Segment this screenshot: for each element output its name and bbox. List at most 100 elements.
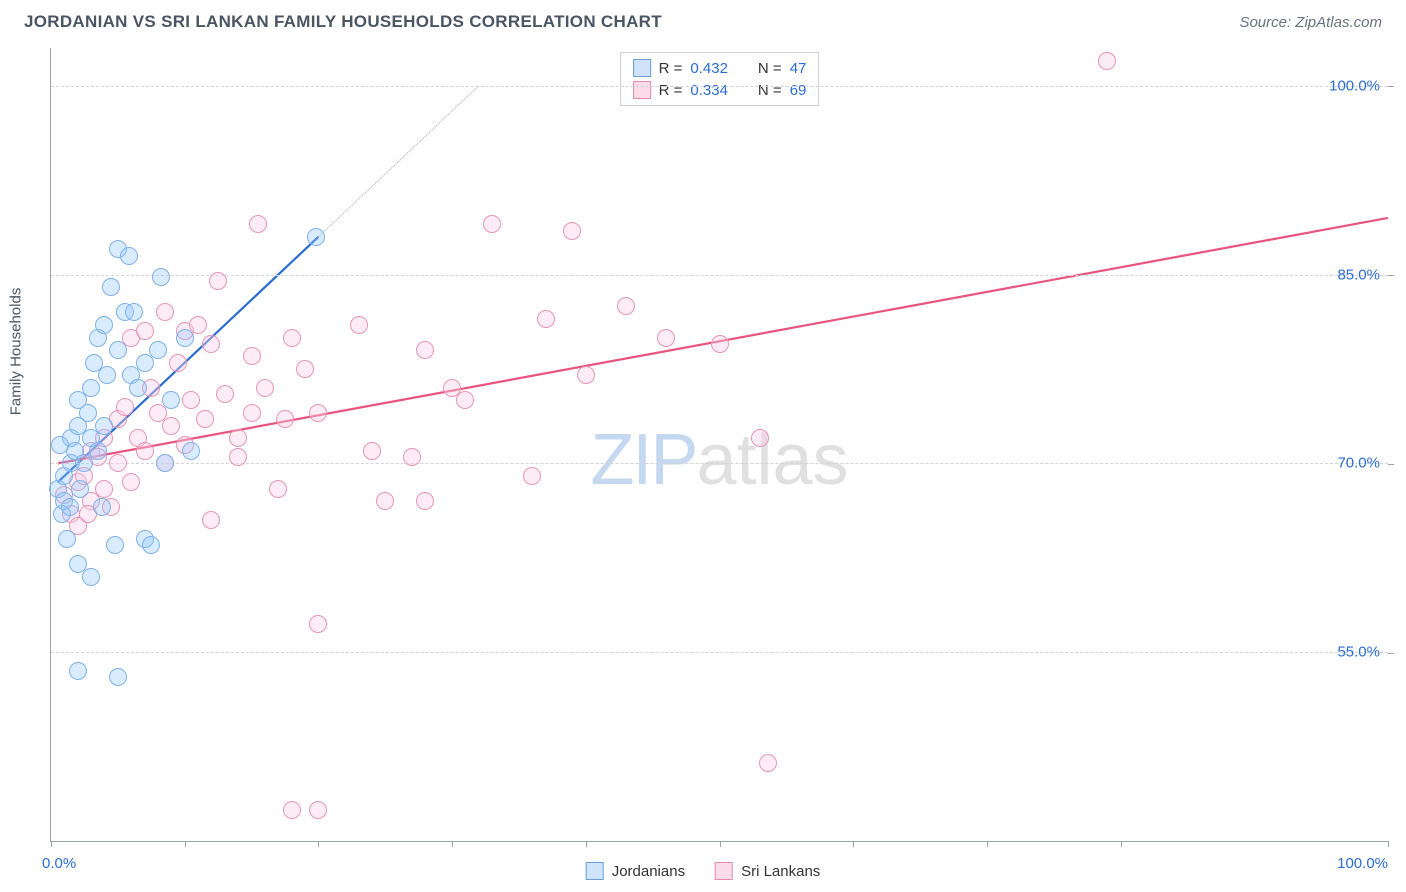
data-point [51,436,69,454]
data-point [196,410,214,428]
stat-r-label: R = [659,82,683,99]
data-point [142,536,160,554]
data-point [136,442,154,460]
x-tick [720,841,721,847]
data-point [577,366,595,384]
legend-swatch [633,59,651,77]
plot-area: ZIPatlas R = 0.432N = 47R = 0.334N = 69 … [50,48,1388,842]
chart-header: JORDANIAN VS SRI LANKAN FAMILY HOUSEHOLD… [0,0,1406,40]
data-point [169,354,187,372]
data-point [156,454,174,472]
data-point [209,272,227,290]
data-point [69,662,87,680]
data-point [256,379,274,397]
x-tick [185,841,186,847]
data-point [202,335,220,353]
data-point [483,215,501,233]
stat-r-value: 0.432 [690,60,728,77]
data-point [307,228,325,246]
data-point [129,379,147,397]
y-tick-label: 55.0% [1337,644,1380,661]
legend-item: Sri Lankans [715,862,820,880]
data-point [456,391,474,409]
y-tick-label: 100.0% [1329,77,1380,94]
data-point [116,398,134,416]
x-tick [318,841,319,847]
data-point [309,801,327,819]
legend-label: Jordanians [612,863,685,880]
legend-label: Sri Lankans [741,863,820,880]
data-point [350,316,368,334]
stat-n-label: N = [758,60,782,77]
data-point [283,801,301,819]
data-point [202,511,220,529]
stat-n-value: 69 [790,82,807,99]
data-point [563,222,581,240]
y-axis-title: Family Households [8,288,25,416]
trend-line-jordanians-ext [318,86,478,237]
data-point [296,360,314,378]
watermark: ZIPatlas [590,419,848,501]
data-point [122,473,140,491]
data-point [309,404,327,422]
data-point [537,310,555,328]
stat-r-label: R = [659,60,683,77]
stat-n-label: N = [758,82,782,99]
y-tick-mark [1388,86,1394,87]
y-tick-mark [1388,275,1394,276]
data-point [149,341,167,359]
data-point [82,379,100,397]
data-point [95,417,113,435]
data-point [249,215,267,233]
data-point [182,442,200,460]
data-point [125,303,143,321]
data-point [376,492,394,510]
data-point [269,480,287,498]
data-point [309,615,327,633]
data-point [283,329,301,347]
y-tick-label: 70.0% [1337,455,1380,472]
data-point [95,480,113,498]
data-point [176,329,194,347]
grid-line [51,463,1388,464]
data-point [71,480,89,498]
data-point [1098,52,1116,70]
chart-source: Source: ZipAtlas.com [1239,14,1382,31]
data-point [120,247,138,265]
legend-stats-row: R = 0.432N = 47 [633,57,807,79]
data-point [751,429,769,447]
grid-line [51,86,1388,87]
watermark-atlas: atlas [696,420,848,500]
data-point [156,303,174,321]
data-point [95,316,113,334]
data-point [152,268,170,286]
data-point [89,442,107,460]
data-point [93,498,111,516]
x-tick [586,841,587,847]
y-tick-mark [1388,653,1394,654]
y-tick-mark [1388,464,1394,465]
data-point [109,454,127,472]
data-point [229,448,247,466]
trend-lines [51,48,1388,841]
data-point [243,347,261,365]
data-point [617,297,635,315]
data-point [243,404,261,422]
data-point [109,668,127,686]
data-point [82,568,100,586]
data-point [711,335,729,353]
x-axis-max-label: 100.0% [1337,855,1388,872]
stat-r-value: 0.334 [690,82,728,99]
data-point [416,341,434,359]
data-point [162,391,180,409]
data-point [523,467,541,485]
data-point [276,410,294,428]
data-point [182,391,200,409]
legend-swatch [715,862,733,880]
x-tick [1121,841,1122,847]
grid-line [51,652,1388,653]
data-point [79,404,97,422]
data-point [759,754,777,772]
x-axis-min-label: 0.0% [42,855,76,872]
legend-swatch [586,862,604,880]
